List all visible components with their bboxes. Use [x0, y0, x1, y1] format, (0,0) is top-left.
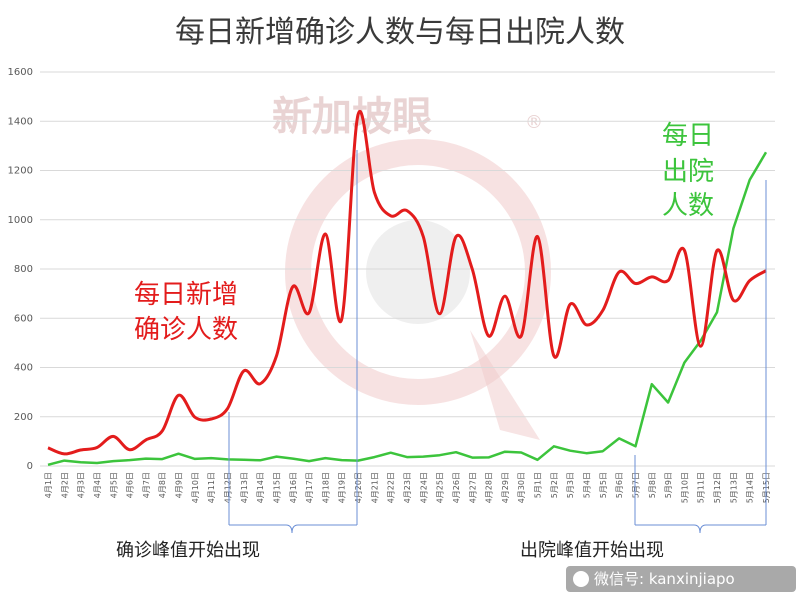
y-tick-label: 1600: [8, 67, 33, 78]
annotation-discharged-line3: 人数: [662, 191, 714, 221]
series-line-confirmed: [47, 110, 767, 456]
x-tick-label: 5月12日: [713, 472, 722, 503]
series-line-discharged: [47, 151, 768, 467]
x-tick-label: 4月23日: [403, 472, 412, 503]
watermark-ring: [285, 139, 551, 405]
x-tick-label: 5月10日: [680, 472, 689, 503]
x-tick-label: 4月22日: [387, 472, 396, 503]
y-tick-label: 600: [14, 313, 33, 324]
x-tick-label: 5月11日: [697, 472, 706, 503]
x-tick-label: 4月5日: [109, 472, 118, 498]
x-tick-label: 4月27日: [468, 472, 477, 503]
x-tick-label: 4月3日: [77, 472, 86, 498]
watermark: 新加坡眼 ®: [272, 94, 551, 440]
x-tick-label: 5月14日: [746, 472, 755, 503]
annotation-discharged-line2: 出院: [662, 157, 714, 187]
y-axis-ticks: 0 200 400 600 800 1000 1200 1400 1600: [8, 67, 33, 472]
annotation-peak-confirmed: 确诊峰值开始出现: [116, 540, 260, 561]
y-tick-label: 200: [14, 412, 33, 423]
annotation-peak-discharged: 出院峰值开始出现: [520, 540, 664, 561]
x-axis-ticks: 4月1日 4月2日 4月3日 4月4日 4月5日 4月6日 4月7日 4月8日 4月9日 4月10…: [44, 472, 771, 503]
annotation-confirmed-line1: 每日新增: [134, 280, 238, 310]
x-tick-label: 5月2日: [550, 472, 559, 498]
y-tick-label: 1000: [8, 215, 33, 226]
x-tick-label: 5月9日: [664, 472, 673, 498]
x-tick-label: 4月19日: [338, 472, 347, 503]
x-tick-label: 5月5日: [599, 472, 608, 498]
credit-badge: 微信号: kanxinjiapo: [566, 566, 796, 592]
x-tick-label: 4月25日: [436, 472, 445, 503]
credit-text: 微信号: kanxinjiapo: [594, 570, 735, 588]
wechat-icon: [573, 571, 589, 587]
x-tick-label: 5月4日: [583, 472, 592, 498]
x-tick-label: 4月11日: [207, 472, 216, 503]
x-tick-label: 4月14日: [256, 472, 265, 503]
x-tick-label: 4月21日: [370, 472, 379, 503]
x-tick-label: 5月6日: [615, 472, 624, 498]
x-tick-label: 4月17日: [305, 472, 314, 503]
x-tick-label: 4月24日: [419, 472, 428, 503]
x-tick-label: 4月12日: [224, 472, 233, 503]
x-tick-label: 5月3日: [566, 472, 575, 498]
y-tick-label: 1400: [8, 116, 33, 127]
x-tick-label: 4月30日: [517, 472, 526, 503]
chart-title: 每日新增确诊人数与每日出院人数: [175, 15, 625, 50]
credit-background: [566, 566, 796, 592]
gridlines: [40, 71, 775, 467]
y-tick-label: 800: [14, 264, 33, 275]
x-tick-label: 4月6日: [126, 472, 135, 498]
watermark-center: [366, 220, 470, 324]
watermark-registered-mark: ®: [525, 112, 543, 133]
x-tick-label: 4月20日: [354, 472, 363, 503]
watermark-tail: [470, 330, 540, 440]
bracket-discharged-brace: [635, 524, 766, 534]
x-tick-label: 5月1日: [534, 472, 543, 498]
x-tick-label: 5月8日: [648, 472, 657, 498]
y-tick-label: 400: [14, 363, 33, 374]
x-tick-label: 4月4日: [93, 472, 102, 498]
annotation-discharged-line1: 每日: [662, 121, 714, 151]
x-tick-label: 4月10日: [191, 472, 200, 503]
annotation-confirmed-line2: 确诊人数: [134, 315, 238, 345]
y-tick-label: 0: [27, 461, 33, 472]
x-tick-label: 4月15日: [272, 472, 281, 503]
peak-brackets: [228, 150, 767, 534]
x-tick-label: 4月13日: [240, 472, 249, 503]
x-tick-label: 4月7日: [142, 472, 151, 498]
watermark-text: 新加坡眼: [272, 94, 432, 140]
x-tick-label: 4月29日: [501, 472, 510, 503]
x-tick-label: 4月16日: [289, 472, 298, 503]
bracket-confirmed-brace: [229, 524, 357, 534]
x-tick-label: 4月28日: [485, 472, 494, 503]
x-tick-label: 4月8日: [158, 472, 167, 498]
x-tick-label: 4月2日: [60, 472, 69, 498]
y-tick-label: 1200: [8, 166, 33, 177]
x-tick-label: 5月13日: [729, 472, 738, 503]
x-tick-label: 4月1日: [44, 472, 53, 498]
x-tick-label: 4月18日: [321, 472, 330, 503]
x-tick-label: 5月7日: [631, 472, 640, 498]
series-layer: [47, 110, 768, 467]
x-tick-label: 4月9日: [175, 472, 184, 498]
x-tick-label: 4月26日: [452, 472, 461, 503]
